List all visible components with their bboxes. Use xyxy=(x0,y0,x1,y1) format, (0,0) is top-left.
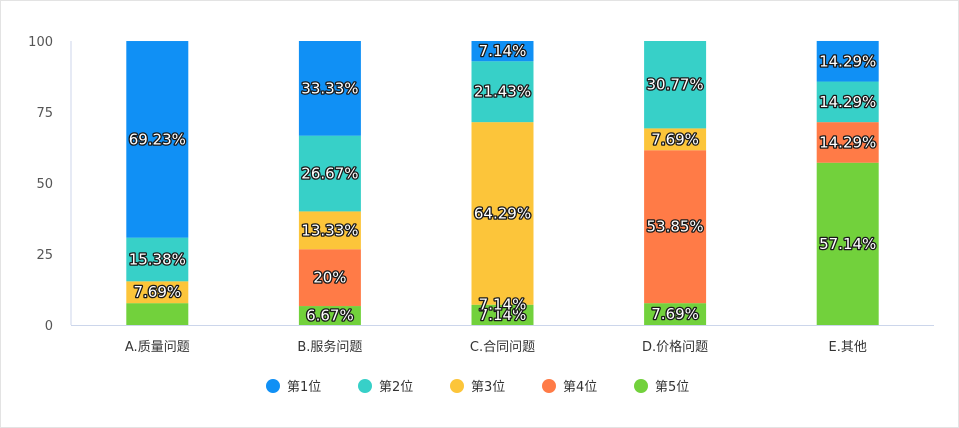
legend-item[interactable]: 第1位 xyxy=(266,379,321,395)
data-label: 14.29% xyxy=(819,52,876,70)
data-label: 20% xyxy=(313,269,346,287)
data-label: 21.43% xyxy=(474,83,531,101)
x-tick-label: A.质量问题 xyxy=(125,340,190,355)
bar-segment[interactable] xyxy=(298,135,361,212)
legend-label: 第2位 xyxy=(379,380,413,395)
legend-item[interactable]: 第5位 xyxy=(634,379,689,395)
bar-segment[interactable] xyxy=(644,303,707,325)
x-tick-label: D.价格问题 xyxy=(642,339,708,355)
y-tick-label: 50 xyxy=(36,177,53,192)
legend-label: 第3位 xyxy=(471,380,505,395)
bar-segment[interactable] xyxy=(298,249,361,307)
bar-segment[interactable] xyxy=(471,41,534,62)
data-label: 30.77% xyxy=(646,76,703,94)
bar-segment[interactable] xyxy=(298,41,361,136)
bar-segment[interactable] xyxy=(816,162,879,325)
data-label: 26.67% xyxy=(301,165,358,183)
data-label: 57.14% xyxy=(819,235,876,253)
data-label: 7.14% xyxy=(479,306,527,324)
y-axis: 0 25 50 75 100 xyxy=(28,35,72,334)
data-label: 7.69% xyxy=(133,283,181,301)
y-tick-label: 100 xyxy=(28,35,53,50)
y-tick-label: 25 xyxy=(36,248,53,263)
legend-item[interactable]: 第4位 xyxy=(542,379,597,395)
x-axis: A.质量问题 B.服务问题 C.合同问题 D.价格问题 E.其他 xyxy=(71,325,934,355)
bars xyxy=(126,40,879,325)
bar-segment[interactable] xyxy=(816,122,879,163)
data-label: 6.67% xyxy=(306,307,354,325)
data-label: 69.23% xyxy=(129,130,186,148)
bar-segment[interactable] xyxy=(816,81,879,123)
data-label: 15.38% xyxy=(129,250,186,268)
y-tick-label: 75 xyxy=(36,106,53,121)
legend-marker xyxy=(542,379,556,393)
y-tick-label: 0 xyxy=(45,319,53,334)
bar-segment[interactable] xyxy=(126,281,189,304)
bar-segment[interactable] xyxy=(644,150,707,304)
data-label: 14.29% xyxy=(819,133,876,151)
legend-item[interactable]: 第3位 xyxy=(450,379,505,395)
segment-labels: 7.69% 15.38% 69.23% 6.67% 20% 13.33% 26.67% 33.… xyxy=(127,41,877,326)
legend-marker xyxy=(358,379,372,393)
data-label: 7.69% xyxy=(651,305,699,323)
bar-segment[interactable] xyxy=(298,211,361,250)
bar-segment[interactable] xyxy=(644,128,707,151)
legend-marker xyxy=(634,379,648,393)
bar-segment[interactable] xyxy=(471,61,534,123)
data-label: 7.69% xyxy=(651,130,699,148)
data-label: 53.85% xyxy=(646,218,703,236)
data-label: 7.14% xyxy=(479,296,527,314)
legend-label: 第4位 xyxy=(563,380,597,395)
data-label: 13.33% xyxy=(301,221,358,239)
data-label: 14.29% xyxy=(819,93,876,111)
data-label: 7.14% xyxy=(479,42,527,60)
legend-item[interactable]: 第2位 xyxy=(358,379,413,395)
bar-segment[interactable] xyxy=(644,41,707,129)
bar-segment[interactable] xyxy=(126,237,189,282)
data-label: 33.33% xyxy=(301,79,358,97)
bar-segment[interactable] xyxy=(471,304,534,325)
data-label: 64.29% xyxy=(474,204,531,222)
legend-label: 第1位 xyxy=(287,380,321,395)
legend-label: 第5位 xyxy=(655,380,689,395)
x-tick-label: E.其他 xyxy=(829,340,867,355)
bar-segment[interactable] xyxy=(126,303,189,325)
legend-marker xyxy=(450,379,464,393)
bar-segment[interactable] xyxy=(471,122,534,305)
bar-segment[interactable] xyxy=(126,41,189,238)
legend-marker xyxy=(266,379,280,393)
legend: 第1位 第2位 第3位 第4位 第5位 xyxy=(266,379,689,395)
x-tick-label: B.服务问题 xyxy=(297,339,362,355)
bar-segment[interactable] xyxy=(298,306,361,325)
x-tick-label: C.合同问题 xyxy=(470,340,535,355)
bar-segment[interactable] xyxy=(816,40,879,82)
